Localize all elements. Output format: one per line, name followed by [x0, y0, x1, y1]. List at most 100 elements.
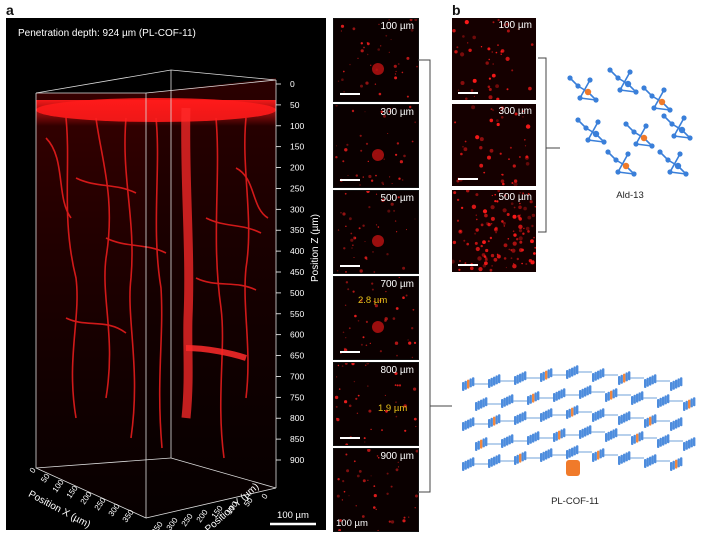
y-tick-label: 0 [260, 492, 270, 501]
molecule-atom [661, 113, 667, 119]
molecule-atom [623, 121, 629, 127]
capillary-network [45, 117, 269, 459]
z-tick-label: 300 [290, 204, 304, 214]
molecule-atom [617, 87, 623, 93]
molecule-atom [665, 157, 671, 163]
volume-side-face [146, 78, 276, 518]
z-tick-label: 750 [290, 392, 304, 402]
z-tick-label: 0 [290, 79, 295, 89]
molecule-atom [592, 130, 600, 138]
slice-scale-bar [340, 265, 360, 267]
slice-scale-bar [340, 179, 360, 181]
molecule-atom [681, 115, 687, 121]
volume-front-face [36, 93, 146, 518]
b-slice-scale-bar [458, 92, 478, 94]
panel-label-a: a [6, 2, 14, 18]
molecule-atom [567, 75, 573, 81]
bracket-connector-plcof [430, 405, 452, 407]
z-tick-label: 600 [290, 330, 304, 340]
y-tick-label: 350 [150, 520, 165, 530]
z-tick-label: 100 [290, 121, 304, 131]
slice-scale-bar [340, 93, 360, 95]
slice-texture [336, 191, 416, 273]
slice-scale-bar [340, 437, 360, 439]
molecule-atom [658, 98, 666, 106]
molecule-atom [633, 141, 639, 147]
molecule-atom [669, 121, 675, 127]
x-tick-label: 0 [28, 466, 38, 475]
slice-texture [336, 449, 418, 531]
depth-slice: 100 µm [333, 18, 419, 102]
molecule-atom [625, 151, 631, 157]
z-tick-label: 800 [290, 413, 304, 423]
molecule-atom [615, 75, 621, 81]
slice-scale-bar [340, 351, 360, 353]
molecule-atom [671, 133, 677, 139]
z-tick-label: 400 [290, 246, 304, 256]
z-tick-label: 200 [290, 163, 304, 173]
depth-slice: 500 µm [333, 190, 419, 274]
b-slice-depth-label: 100 µm [498, 20, 532, 31]
molecule-atom [587, 77, 593, 83]
volume-figure: Penetration depth: 924 µm (PL-COF-11) 0 5… [18, 28, 321, 530]
lateral-vessel [185, 345, 247, 361]
molecule-atom [624, 80, 632, 88]
molecule-atom [657, 149, 663, 155]
molecule-atom [601, 139, 607, 145]
y-tick-label: 200 [195, 508, 210, 525]
molecule-atom [607, 67, 613, 73]
molecule-atom [605, 149, 611, 155]
volume-render: Penetration depth: 924 µm (PL-COF-11) 0 5… [6, 18, 326, 530]
z-tick-label: 550 [290, 309, 304, 319]
b-bracket [538, 57, 560, 233]
z-tick-label: 350 [290, 225, 304, 235]
molecule-atom [649, 143, 655, 149]
b-slice-scale-bar [458, 178, 478, 180]
b-depth-slice: 300 µm [452, 104, 536, 186]
z-tick-label: 650 [290, 351, 304, 361]
slice-texture [337, 19, 418, 98]
slice-depth-label: 500 µm [380, 193, 414, 204]
molecule-atom [622, 162, 630, 170]
slice-annotation: 2.8 µm [358, 295, 388, 306]
molecule-atom [584, 88, 592, 96]
molecule-atom [575, 117, 581, 123]
b-depth-slice: 500 µm [452, 190, 536, 272]
molecule-atom [633, 89, 639, 95]
molecule-atom [643, 123, 649, 129]
scale-bar-label: 100 µm [277, 510, 309, 521]
b-slice-scale-bar [458, 264, 478, 266]
bounding-box [35, 69, 277, 519]
slice-depth-label: 800 µm [380, 365, 414, 376]
z-tick-label: 50 [290, 100, 300, 110]
z-tick-label: 250 [290, 183, 304, 193]
slice-depth-label: 900 µm [380, 451, 414, 462]
z-tick-label: 900 [290, 455, 304, 465]
y-tick-label: 250 [180, 512, 195, 529]
b-slice-texture [452, 190, 536, 272]
molecule-atom [677, 151, 683, 157]
b-slice-depth-label: 500 µm [498, 192, 532, 203]
slice-bracket [418, 59, 431, 493]
molecule-atom [631, 171, 637, 177]
molecule-atom [640, 134, 648, 142]
molecule-atom [683, 171, 689, 177]
z-tick-label: 850 [290, 434, 304, 444]
molecule-atom [661, 87, 667, 93]
b-depth-slice: 100 µm [452, 18, 536, 100]
slice-texture [334, 363, 417, 445]
z-tick-label: 150 [290, 142, 304, 152]
b-slice-texture [454, 105, 531, 186]
b-slice-texture [452, 18, 534, 100]
molecule-atom [631, 129, 637, 135]
molecule-atom [641, 85, 647, 91]
molecule-atom [613, 157, 619, 163]
slice-texture [335, 105, 417, 186]
panel-label-b: b [452, 2, 461, 18]
molecule-atom [575, 83, 581, 89]
depth-slice: 300 µm [333, 104, 419, 188]
z-axis-label: Position Z (µm) [310, 214, 321, 282]
volume-title: Penetration depth: 924 µm (PL-COF-11) [18, 28, 196, 39]
molecule-atom [687, 135, 693, 141]
molecule-atom [627, 69, 633, 75]
